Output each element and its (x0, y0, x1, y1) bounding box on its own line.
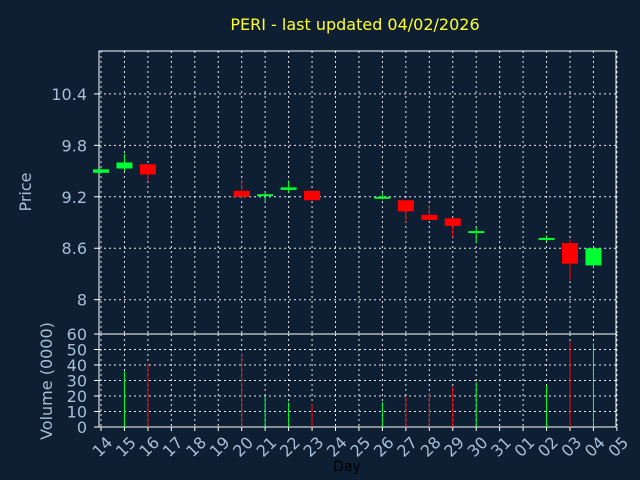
candles (93, 153, 602, 280)
candle-body (93, 169, 109, 173)
price-y-tick-label: 9.8 (62, 136, 87, 155)
candle-body (233, 190, 250, 197)
volume-axis-label: Volume (0000) (37, 322, 56, 440)
candle-body (304, 190, 321, 201)
volume-y-tick-label: 60 (67, 325, 87, 344)
price-y-tick-label: 8.6 (62, 239, 87, 258)
candle (468, 226, 485, 244)
candle (421, 205, 438, 220)
candle (280, 180, 297, 193)
x-axis-label: Day (333, 459, 361, 475)
candle-body (374, 196, 391, 199)
candle (93, 168, 109, 174)
candle-body (280, 187, 297, 190)
candle-body (397, 200, 414, 212)
candle-body (585, 248, 602, 266)
candle (304, 190, 321, 201)
chart-title: PERI - last updated 04/02/2026 (230, 15, 479, 34)
candle-body (257, 194, 274, 197)
candle (397, 200, 414, 223)
candle-body (468, 231, 485, 234)
candle-body (139, 164, 156, 175)
candle (139, 164, 156, 182)
candle (562, 239, 578, 280)
volume-grid (99, 334, 618, 427)
price-y-tick-label: 10.4 (51, 85, 87, 104)
volume-y-tick-label: 10 (67, 403, 87, 422)
candle (374, 193, 391, 200)
candle-body (421, 214, 438, 220)
candle (257, 191, 274, 202)
price-axis-label: Price (16, 172, 35, 211)
candle (444, 218, 461, 238)
candle-body (538, 237, 555, 240)
volume-y-tick-label: 30 (67, 372, 87, 391)
candle (538, 235, 555, 242)
volume-y-tick-label: 20 (67, 387, 87, 406)
candle-body (562, 243, 578, 264)
volume-y-tick-label: 40 (67, 356, 87, 375)
volume-bars (123, 341, 594, 427)
candle (585, 247, 602, 268)
price-y-tick-label: 8 (77, 291, 87, 310)
price-y-axis: 10.4 9.8 9.2 8.6 8 (51, 85, 99, 310)
candle (116, 153, 133, 172)
candle-body (444, 218, 461, 226)
candle (233, 179, 250, 199)
candle-body (116, 162, 133, 169)
volume-y-tick-label: 0 (77, 418, 87, 437)
volume-y-tick-label: 50 (67, 341, 87, 360)
price-grid (99, 51, 618, 334)
price-y-tick-label: 9.2 (62, 188, 87, 207)
